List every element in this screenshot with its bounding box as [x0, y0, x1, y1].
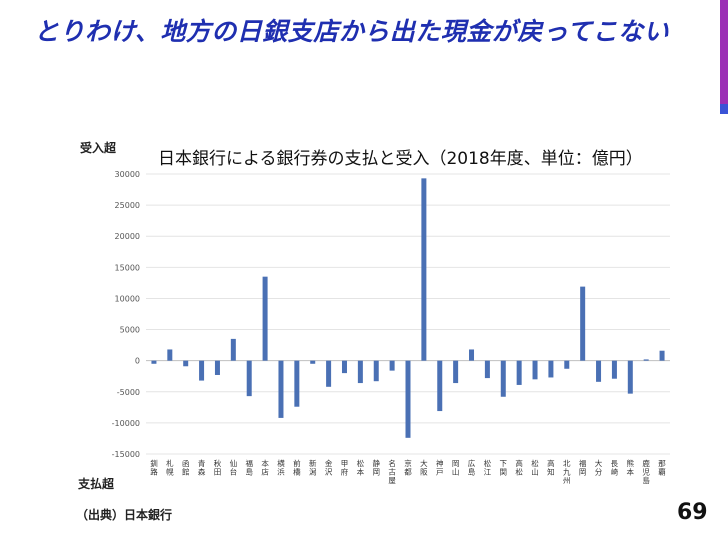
x-tick-label: 岡山: [452, 459, 460, 477]
y-tick-label: -5000: [117, 388, 140, 397]
x-tick-label: 札幌: [166, 458, 174, 477]
bar-那覇: [659, 350, 665, 361]
x-tick-label: 本店: [261, 458, 269, 477]
bar-札幌: [167, 349, 173, 361]
bar-北九州: [564, 360, 570, 369]
x-tick-label: 高知: [547, 458, 555, 477]
bar-大阪: [421, 178, 427, 361]
bar-本店: [262, 276, 268, 361]
bar-秋田: [214, 360, 220, 375]
bar-神戸: [437, 360, 443, 412]
bar-長崎: [611, 360, 617, 379]
label-payment-surplus: 支払超: [78, 477, 115, 491]
bar-福岡: [580, 286, 586, 361]
bar-仙台: [230, 338, 236, 361]
x-tick-label: 松本: [357, 458, 365, 477]
x-tick-label: 横浜: [277, 458, 285, 477]
bar-前橋: [294, 360, 300, 407]
x-tick-label: 高松: [515, 458, 523, 477]
x-tick-label: 前橋: [293, 458, 301, 477]
bar-高知: [548, 360, 554, 378]
x-tick-label: 長崎: [611, 459, 619, 477]
bar-静岡: [373, 360, 379, 382]
label-receipt-surplus: 受入超: [80, 141, 117, 155]
y-tick-label: 0: [135, 357, 140, 366]
y-tick-label: 30000: [115, 170, 140, 179]
x-tick-label: 新潟: [309, 458, 317, 477]
bar-京都: [405, 360, 411, 438]
source-note: （出典）日本銀行: [76, 508, 173, 522]
bar-下関: [500, 360, 506, 397]
y-tick-label: -15000: [112, 450, 140, 459]
bar-鹿児島: [643, 359, 649, 361]
bar-松本: [357, 360, 363, 384]
y-tick-label: 25000: [115, 201, 140, 210]
x-tick-label: 青森: [198, 458, 206, 477]
bar-岡山: [453, 360, 459, 384]
y-tick-label: 10000: [115, 294, 140, 303]
x-tick-label: 秋田: [214, 458, 222, 477]
bar-松山: [532, 360, 538, 380]
y-tick-label: -10000: [112, 419, 140, 428]
x-tick-label: 那覇: [658, 459, 666, 477]
x-tick-label: 甲府: [341, 459, 349, 477]
bar-松江: [484, 360, 490, 379]
x-tick-label: 大分: [595, 458, 603, 477]
x-tick-label: 金沢: [325, 458, 333, 477]
page-number: 69: [677, 500, 708, 525]
x-tick-label: 大阪: [420, 458, 428, 477]
x-tick-label: 松江: [484, 458, 492, 477]
x-tick-label: 名古屋: [388, 458, 396, 485]
bar-青森: [199, 360, 205, 381]
bar-新潟: [310, 360, 316, 364]
bar-金沢: [326, 360, 332, 387]
bar-大分: [596, 360, 602, 382]
bar-福島: [246, 360, 252, 397]
bar-高松: [516, 360, 522, 385]
x-tick-label: 京都: [404, 458, 412, 477]
y-tick-label: 5000: [120, 326, 140, 335]
x-tick-label: 熊本: [627, 458, 635, 477]
bar-甲府: [341, 360, 347, 374]
bar-熊本: [627, 360, 633, 394]
x-tick-label: 釧路: [150, 458, 158, 477]
accent-bar-lower: [720, 104, 728, 114]
x-tick-label: 静岡: [372, 458, 380, 477]
x-tick-label: 福島: [245, 459, 253, 477]
slide-title: とりわけ、地方の日銀支店から出た現金が戻ってこない: [34, 17, 670, 46]
chart-title: 日本銀行による銀行券の支払と受入（2018年度、単位：億円）: [158, 149, 643, 169]
x-tick-label: 広島: [468, 458, 476, 477]
x-tick-label: 松山: [531, 458, 539, 477]
bar-釧路: [151, 360, 157, 364]
x-tick-label: 神戸: [436, 458, 444, 477]
y-tick-label: 20000: [115, 232, 140, 241]
x-tick-label: 仙台: [230, 458, 238, 477]
x-tick-label: 福岡: [579, 459, 587, 477]
x-tick-label: 鹿児島: [642, 458, 650, 485]
bar-広島: [469, 349, 475, 361]
accent-bar: [720, 0, 728, 104]
bar-函館: [183, 360, 189, 367]
y-tick-label: 15000: [115, 263, 140, 272]
x-tick-label: 函館: [182, 459, 190, 477]
x-tick-label: 下関: [500, 459, 508, 477]
bar-名古屋: [389, 360, 395, 371]
x-tick-label: 北九州: [563, 459, 571, 485]
bar-横浜: [278, 360, 284, 418]
